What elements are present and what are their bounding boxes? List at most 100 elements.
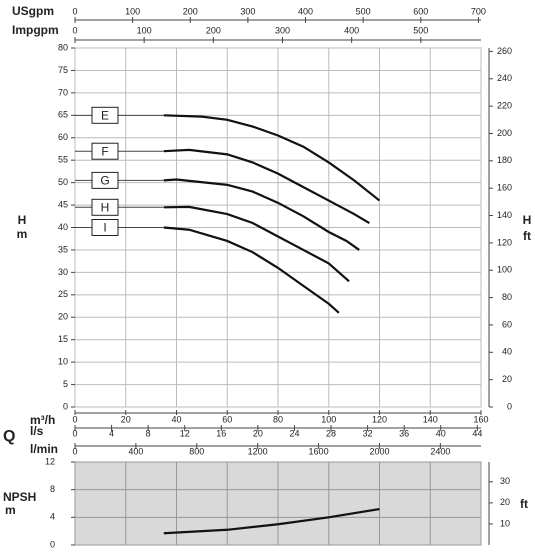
y-tick-label: 60 xyxy=(58,132,68,142)
y-axis-label: NPSH xyxy=(3,490,36,504)
x-tick-label: 20 xyxy=(121,414,131,424)
curve xyxy=(163,507,380,535)
y-tick-label: 40 xyxy=(58,222,68,232)
y-tick-label: 12 xyxy=(45,456,55,466)
y2-tick-label: 260 xyxy=(497,46,512,56)
y-tick-label: 80 xyxy=(58,42,68,52)
flow-label: Q xyxy=(3,428,15,445)
curve xyxy=(163,114,381,202)
x-tick-label: 700 xyxy=(471,6,486,16)
x-tick-label: 32 xyxy=(363,428,373,438)
x-tick-label: 12 xyxy=(180,428,190,438)
x-tick-label: 16 xyxy=(216,428,226,438)
y2-tick-label: 40 xyxy=(502,347,512,357)
x-tick-label: 8 xyxy=(146,428,151,438)
y2-tick-label: 30 xyxy=(500,476,510,486)
y-tick-label: 0 xyxy=(50,539,55,549)
y2-tick-label: 20 xyxy=(502,374,512,384)
y2-tick-label: 60 xyxy=(502,319,512,329)
y-tick-label: 75 xyxy=(58,65,68,75)
y-tick-label: 65 xyxy=(58,110,68,120)
y2-tick-label: 10 xyxy=(500,518,510,528)
x-axis-label: USgpm xyxy=(12,4,54,18)
curve-label-box xyxy=(91,198,119,216)
curve-label: I xyxy=(103,221,106,235)
x-tick-label: 300 xyxy=(275,25,290,35)
curve xyxy=(163,178,360,251)
y2-axis-label: H xyxy=(523,213,532,227)
y-tick-label: 8 xyxy=(50,484,55,494)
y-tick-label: 0 xyxy=(63,401,68,411)
x-tick-label: 800 xyxy=(189,446,204,456)
y-tick-label: 25 xyxy=(58,289,68,299)
x-tick-label: 100 xyxy=(321,414,336,424)
y2-tick-label: 20 xyxy=(500,497,510,507)
curve-label: E xyxy=(101,108,109,122)
curve xyxy=(163,226,340,314)
y2-axis-unit: ft xyxy=(520,497,528,511)
y-axis-label: H xyxy=(18,213,27,227)
y-tick-label: 35 xyxy=(58,244,68,254)
y-tick-label: 20 xyxy=(58,312,68,322)
x-axis-label: m³/h xyxy=(30,413,55,427)
y2-tick-label: 80 xyxy=(502,292,512,302)
curve-label-box xyxy=(91,142,119,160)
x-tick-label: 28 xyxy=(326,428,336,438)
curve-label: F xyxy=(101,144,108,158)
y-tick-label: 4 xyxy=(50,512,55,522)
x-tick-label: 36 xyxy=(399,428,409,438)
x-tick-label: 80 xyxy=(273,414,283,424)
x-tick-label: 24 xyxy=(289,428,299,438)
x-tick-label: 2400 xyxy=(430,446,450,456)
y-tick-label: 45 xyxy=(58,199,68,209)
y-tick-label: 55 xyxy=(58,155,68,165)
x-tick-label: 2000 xyxy=(369,446,389,456)
curve-label: G xyxy=(100,174,109,188)
x-tick-label: 400 xyxy=(298,6,313,16)
y-axis-unit: m xyxy=(17,227,28,241)
x-tick-label: 300 xyxy=(240,6,255,16)
x-axis-label: l/min xyxy=(30,442,58,456)
x-tick-label: 0 xyxy=(72,25,77,35)
x-tick-label: 160 xyxy=(473,414,488,424)
curve xyxy=(163,205,350,283)
curve xyxy=(163,148,370,224)
x-tick-label: 500 xyxy=(413,25,428,35)
x-tick-label: 400 xyxy=(128,446,143,456)
x-tick-label: 0 xyxy=(72,414,77,424)
x-tick-label: 40 xyxy=(171,414,181,424)
y2-axis-unit: ft xyxy=(523,229,531,243)
x-tick-label: 120 xyxy=(372,414,387,424)
x-tick-label: 0 xyxy=(72,6,77,16)
x-tick-label: 100 xyxy=(125,6,140,16)
x-tick-label: 60 xyxy=(222,414,232,424)
x-tick-label: 40 xyxy=(436,428,446,438)
y2-tick-label: 160 xyxy=(497,183,512,193)
x-tick-label: 1200 xyxy=(248,446,268,456)
x-axis-label: l/s xyxy=(30,424,44,438)
x-tick-label: 140 xyxy=(423,414,438,424)
x-tick-label: 0 xyxy=(72,446,77,456)
curve-label-box xyxy=(91,219,119,236)
curve-label: H xyxy=(101,200,110,214)
y2-tick-label: 200 xyxy=(497,128,512,138)
x-axis-label: Impgpm xyxy=(12,23,59,37)
x-tick-label: 4 xyxy=(109,428,114,438)
x-tick-label: 20 xyxy=(253,428,263,438)
curve-label-box xyxy=(91,106,119,124)
y-tick-label: 10 xyxy=(58,357,68,367)
x-tick-label: 0 xyxy=(72,428,77,438)
y2-tick-label: 180 xyxy=(497,155,512,165)
y2-tick-label: 220 xyxy=(497,100,512,110)
y2-tick-label: 140 xyxy=(497,210,512,220)
y2-tick-label: 0 xyxy=(507,401,512,411)
y-tick-label: 5 xyxy=(63,379,68,389)
curve-label-box xyxy=(91,171,119,189)
x-tick-label: 1600 xyxy=(309,446,329,456)
y2-tick-label: 120 xyxy=(497,237,512,247)
x-tick-label: 200 xyxy=(183,6,198,16)
y-axis-unit: m xyxy=(5,503,16,517)
x-tick-label: 500 xyxy=(356,6,371,16)
y-tick-label: 15 xyxy=(58,334,68,344)
